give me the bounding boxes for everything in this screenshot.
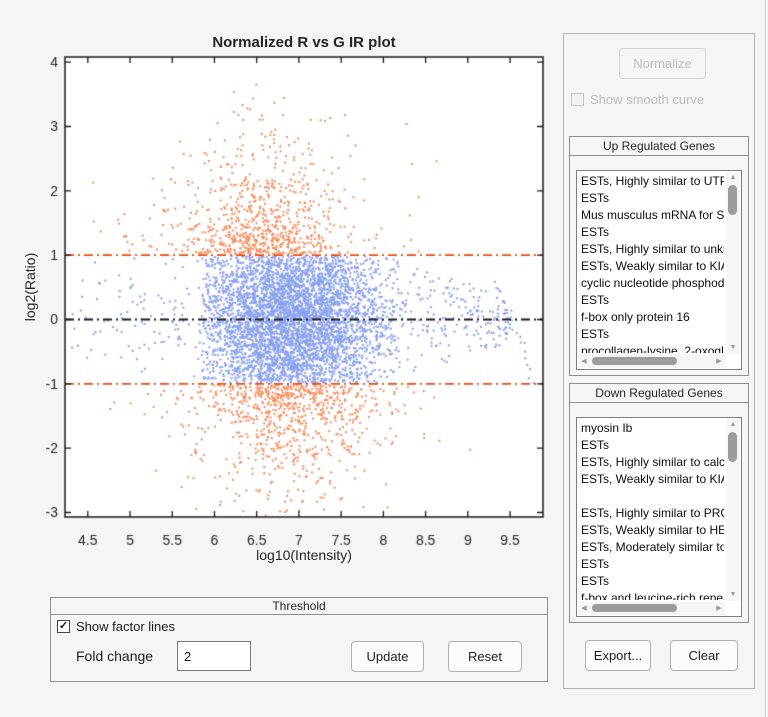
vertical-scrollbar-thumb[interactable] [728,185,737,215]
up-regulated-genes-panel: Up Regulated Genes ESTs, Highly similar … [569,136,749,376]
scroll-up-icon[interactable]: ▲ [729,174,737,181]
vertical-scrollbar[interactable]: ▲ ▼ [726,172,740,354]
fold-change-input[interactable] [177,641,251,671]
update-button[interactable]: Update [351,641,424,672]
up-regulated-genes-list[interactable]: ESTs, Highly similar to UTP--GL ESTs Mus… [576,170,742,370]
scroll-left-icon[interactable]: ◀ [581,358,587,365]
gene-list-item[interactable]: ESTs, Moderately similar to HYP [581,540,724,554]
show-factor-lines-label: Show factor lines [76,619,175,634]
x-axis-label: log10(Intensity) [256,547,352,563]
gene-list-item[interactable] [579,488,724,505]
checkbox-checked-icon: ✓ [57,620,70,633]
vertical-scrollbar-thumb[interactable] [728,432,737,462]
gene-list-items: myosin Ib ESTs ESTs, Highly similar to c… [579,420,724,600]
horizontal-scrollbar[interactable]: ◀ ▶ [578,355,725,368]
gene-list-item[interactable]: ESTs [581,293,610,307]
ma-plot-region: Normalized R vs G IR plot log10(Intensit… [0,0,560,563]
gene-list-item[interactable]: ESTs, Weakly similar to HEM45 [581,523,724,537]
gene-list-item[interactable]: procollagen-lysine, 2-oxoglutar [581,344,724,353]
show-smooth-curve-label: Show smooth curve [590,92,705,107]
vertical-scrollbar[interactable]: ▲ ▼ [726,419,740,601]
down-panel-title: Down Regulated Genes [570,384,748,403]
fold-change-label: Fold change [76,648,154,664]
gene-list-item[interactable]: myosin Ib [581,421,633,435]
gene-list-item[interactable]: ESTs, Highly similar to unknown [581,242,724,256]
show-smooth-curve-checkbox[interactable]: Show smooth curve [571,92,704,107]
clear-button[interactable]: Clear [670,640,738,671]
scroll-right-icon[interactable]: ▶ [716,605,722,612]
gene-list-item[interactable]: ESTs [581,574,610,588]
gene-list-item[interactable]: ESTs [581,225,610,239]
window-edge-line [765,0,766,717]
gene-control-panel: Normalize Show smooth curve Up Regulated… [563,33,755,689]
down-regulated-genes-list[interactable]: myosin Ib ESTs ESTs, Highly similar to c… [576,417,742,617]
gene-list-item[interactable]: ESTs [581,191,610,205]
normalize-button[interactable]: Normalize [619,48,706,79]
gene-list-item[interactable]: ESTs, Weakly similar to KIAA05 [581,472,724,486]
gene-list-items: ESTs, Highly similar to UTP--GL ESTs Mus… [579,173,724,353]
reset-button[interactable]: Reset [448,641,522,672]
scroll-up-icon[interactable]: ▲ [729,421,737,428]
scroll-down-icon[interactable]: ▼ [729,344,737,351]
gene-list-item[interactable]: ESTs [581,438,610,452]
gene-list-item[interactable]: ESTs [581,557,610,571]
show-factor-lines-checkbox[interactable]: ✓ Show factor lines [57,619,175,634]
y-axis-label: log2(Ratio) [22,252,38,322]
gene-list-item[interactable]: cyclic nucleotide phosphodieste [581,276,724,290]
checkbox-unchecked-icon [571,93,584,106]
horizontal-scrollbar[interactable]: ◀ ▶ [578,602,725,615]
gene-list-item[interactable]: ESTs, Highly similar to PROBAB [581,506,724,520]
gene-list-item[interactable]: f-box only protein 16 [581,310,690,324]
export-button[interactable]: Export... [585,640,651,671]
threshold-panel-title: Threshold [51,598,547,615]
scroll-down-icon[interactable]: ▼ [729,591,737,598]
scroll-right-icon[interactable]: ▶ [716,358,722,365]
horizontal-scrollbar-thumb[interactable] [592,357,678,365]
horizontal-scrollbar-thumb[interactable] [592,604,678,612]
threshold-panel: Threshold ✓ Show factor lines Fold chang… [50,597,548,682]
scatter-plot-canvas [0,0,560,560]
gene-list-item[interactable]: ESTs [581,327,610,341]
gene-list-item[interactable]: ESTs, Highly similar to UTP--GL [581,174,724,188]
up-panel-title: Up Regulated Genes [570,137,748,156]
down-regulated-genes-panel: Down Regulated Genes myosin Ib ESTs ESTs… [569,383,749,623]
gene-list-item[interactable]: ESTs, Highly similar to calcium [581,455,724,469]
gene-list-item[interactable]: ESTs, Weakly similar to KIAA02 [581,259,724,273]
plot-title: Normalized R vs G IR plot [212,34,396,51]
gene-list-item[interactable]: f-box and leucine-rich repeat p [581,591,724,600]
gene-list-item[interactable]: Mus musculus mRNA for Sid394 [581,208,724,222]
scroll-left-icon[interactable]: ◀ [581,605,587,612]
